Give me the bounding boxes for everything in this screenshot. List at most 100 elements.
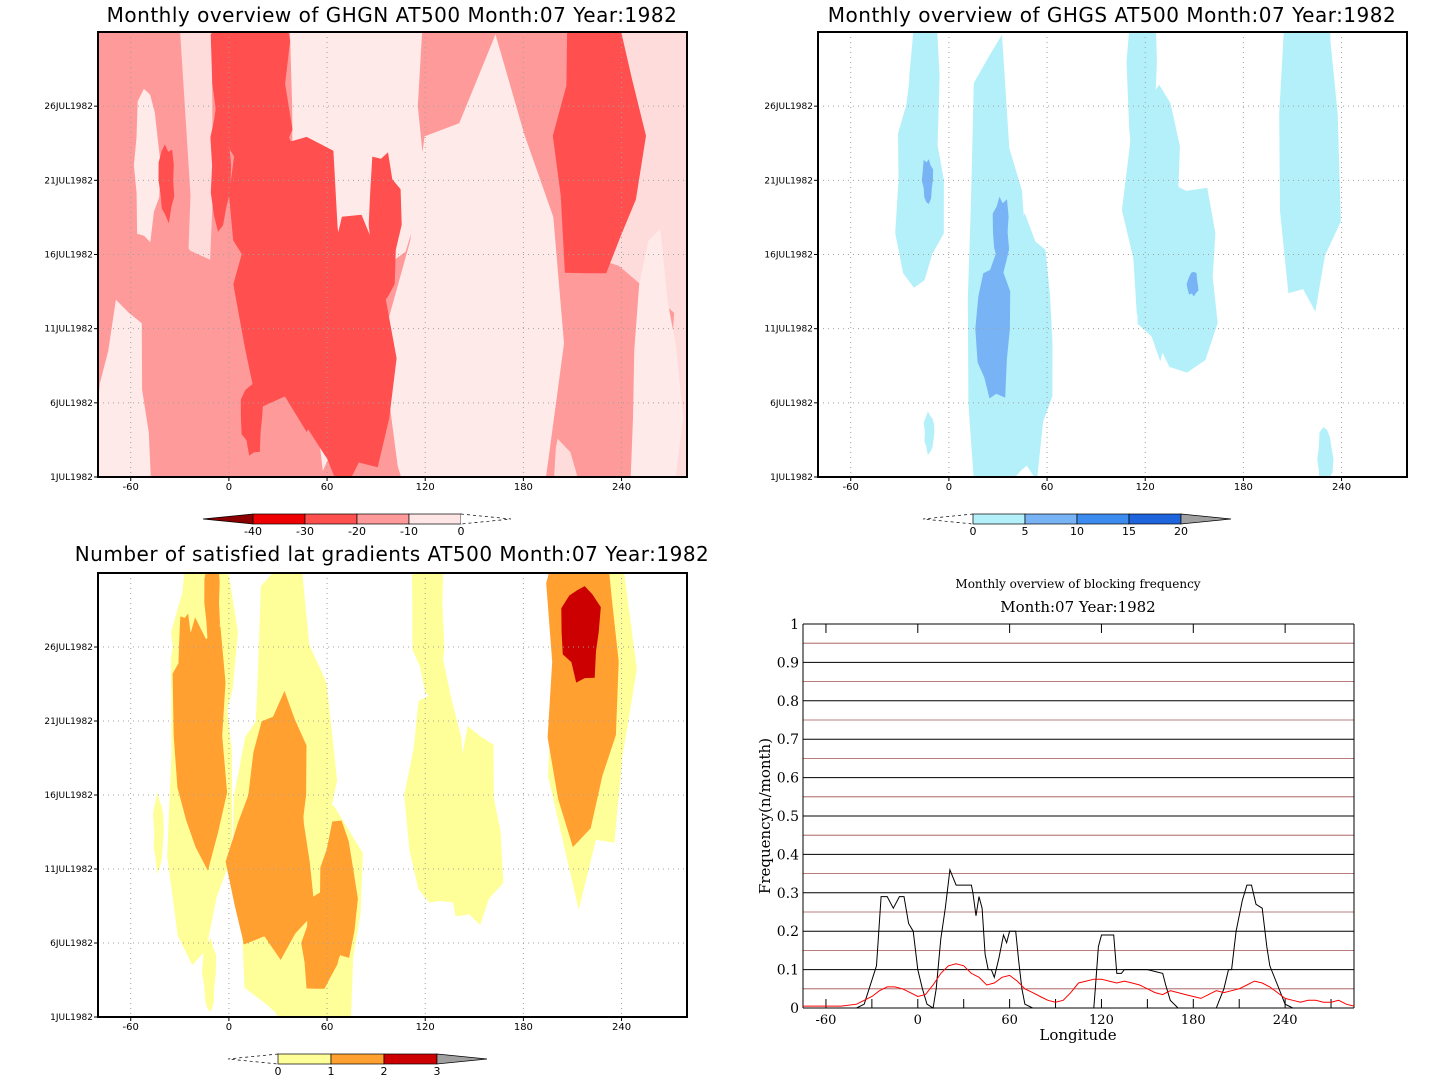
- y-tick-label: 16JUL1982: [44, 791, 93, 801]
- x-tick-label: 180: [1234, 482, 1253, 493]
- y-tick-label: 16JUL1982: [764, 251, 813, 261]
- contour-region-0: [1317, 427, 1334, 477]
- x-tick-label: 60: [321, 1022, 334, 1033]
- contour-region-1: [301, 889, 342, 989]
- series-line-1: [803, 963, 1355, 1007]
- contour-region-0: [411, 573, 445, 699]
- colorbar-label: -20: [348, 525, 366, 538]
- y-tick-label: 26JUL1982: [44, 102, 93, 112]
- contour-fills: [153, 573, 637, 1017]
- contour-region--20: [291, 276, 315, 353]
- contour-region-0: [998, 352, 1037, 477]
- y-tick-label: 0.6: [777, 771, 799, 787]
- contour-region-1: [204, 573, 220, 660]
- colorbar-label: 0: [970, 525, 977, 538]
- x-tick-label: 60: [1041, 482, 1054, 493]
- series-line-0: [803, 867, 1354, 1009]
- contour-region-0: [486, 199, 527, 349]
- y-tick-label: 1JUL1982: [50, 1013, 93, 1023]
- panel-ghgn-title: Monthly overview of GHGN AT500 Month:07 …: [107, 3, 678, 27]
- y-tick-label: 0.4: [777, 847, 799, 863]
- panel-blocking-frequency: Monthly overview of blocking frequency M…: [756, 577, 1355, 1044]
- panel-blocking-plot: -60 0 60 120 180 240 0 0.1 0.2 0.3 0.4 0.5 0.6 0.7 0.8…: [777, 617, 1355, 1028]
- contour-region-5: [975, 250, 1011, 399]
- contour-region-0: [447, 726, 504, 925]
- panel-ghgn: Monthly overview of GHGN AT500 Month:07 …: [44, 3, 688, 538]
- panel-ghgs-colorbar: 0 5 10 15 20: [922, 513, 1232, 538]
- panel-lat-gradients-colorbar: 0 1 2 3: [227, 1053, 488, 1078]
- colorbar-segment: [277, 1053, 332, 1065]
- x-tick-label: 120: [416, 482, 435, 493]
- panel-ghgs-title: Monthly overview of GHGS AT500 Month:07 …: [828, 3, 1396, 27]
- panel-ghgs: Monthly overview of GHGS AT500 Month:07 …: [764, 3, 1408, 538]
- contour-region-0: [895, 51, 944, 288]
- panel-ghgn-axes: -60 0 60 120 180 240 1JUL1982 6JUL1982 11JUL1982…: [44, 31, 688, 493]
- contour-region-0: [630, 228, 684, 477]
- y-tick-label: 6JUL1982: [50, 939, 93, 949]
- y-tick-label: 0.2: [777, 924, 799, 940]
- panel-blocking-subtitle: Month:07 Year:1982: [1000, 598, 1155, 616]
- y-tick-label: 16JUL1982: [44, 251, 93, 261]
- x-tick-label: 120: [1136, 482, 1155, 493]
- contour-region-0: [1126, 32, 1157, 192]
- colorbar-arrow-right: [436, 1053, 488, 1065]
- colorbar-segment: [252, 513, 306, 525]
- contour-region--20: [210, 94, 232, 232]
- y-tick-label: 1JUL1982: [50, 473, 93, 483]
- y-tick-label: 11JUL1982: [44, 865, 93, 875]
- contour-region-0: [153, 792, 164, 875]
- colorbar-segment: [408, 513, 462, 525]
- contour-region-0: [201, 937, 217, 1012]
- x-tick-label: 180: [1181, 1013, 1206, 1028]
- panel-ghgn-colorbar: -40 -30 -20 -10 0: [202, 513, 512, 538]
- colorbar-label: 0: [275, 1065, 282, 1078]
- x-tick-label: -60: [123, 1022, 139, 1033]
- y-tick-label: 0: [790, 1001, 799, 1017]
- x-tick-label: -60: [123, 482, 139, 493]
- panel-lat-gradients: Number of satisfied lat gradients AT500 …: [44, 542, 710, 1078]
- contour-region-0: [1294, 190, 1319, 245]
- contour-region--20: [158, 144, 175, 224]
- y-tick-label: 0.7: [777, 732, 799, 748]
- colorbar-arrow-left: [922, 513, 974, 525]
- y-tick-label: 0.8: [777, 694, 799, 710]
- contour-region-5: [921, 159, 934, 204]
- x-tick-label: 0: [914, 1013, 922, 1028]
- colorbar-segment: [304, 513, 358, 525]
- x-tick-label: 120: [416, 1022, 435, 1033]
- y-tick-label: 0.3: [777, 886, 799, 902]
- contour-region-0: [923, 411, 935, 455]
- contour-region-1: [178, 613, 195, 716]
- colorbar-label: 20: [1174, 525, 1188, 538]
- panel-lat-gradients-title: Number of satisfied lat gradients AT500 …: [75, 542, 710, 566]
- y-tick-label: 21JUL1982: [44, 176, 93, 186]
- contour-region--20: [552, 32, 646, 274]
- colorbar-segment: [1076, 513, 1130, 525]
- contour-region--10: [128, 216, 229, 477]
- panel-blocking-title: Monthly overview of blocking frequency: [955, 577, 1200, 591]
- y-tick-label: 11JUL1982: [44, 325, 93, 335]
- contour-region-0: [1135, 182, 1218, 373]
- colorbar-label: -10: [400, 525, 418, 538]
- colorbar-segment: [383, 1053, 438, 1065]
- contour-region-1: [225, 763, 315, 960]
- contour-region-0: [1279, 32, 1341, 312]
- contour-region-0: [381, 34, 564, 477]
- contour-region--20: [240, 383, 264, 456]
- panel-ghgs-axes: -60 0 60 120 180 240 1JUL1982 6JUL1982 11JUL1982…: [764, 31, 1408, 493]
- contour-fills: [98, 32, 684, 477]
- colorbar-label: 2: [381, 1065, 388, 1078]
- colorbar-label: 5: [1022, 525, 1029, 538]
- x-tick-label: 120: [1089, 1013, 1114, 1028]
- y-tick-label: 6JUL1982: [770, 399, 813, 409]
- y-tick-label: 26JUL1982: [764, 102, 813, 112]
- colorbar-arrow-right: [460, 513, 512, 525]
- x-tick-label: 180: [514, 1022, 533, 1033]
- panel-lat-gradients-axes: -60 0 60 120 180 240 1JUL1982 6JUL1982 11JUL1982…: [44, 572, 688, 1033]
- contour-region-0: [133, 88, 161, 243]
- x-tick-label: 60: [321, 482, 334, 493]
- x-tick-label: 240: [612, 1022, 631, 1033]
- x-tick-label: -60: [843, 482, 859, 493]
- x-tick-label: 60: [1001, 1013, 1018, 1028]
